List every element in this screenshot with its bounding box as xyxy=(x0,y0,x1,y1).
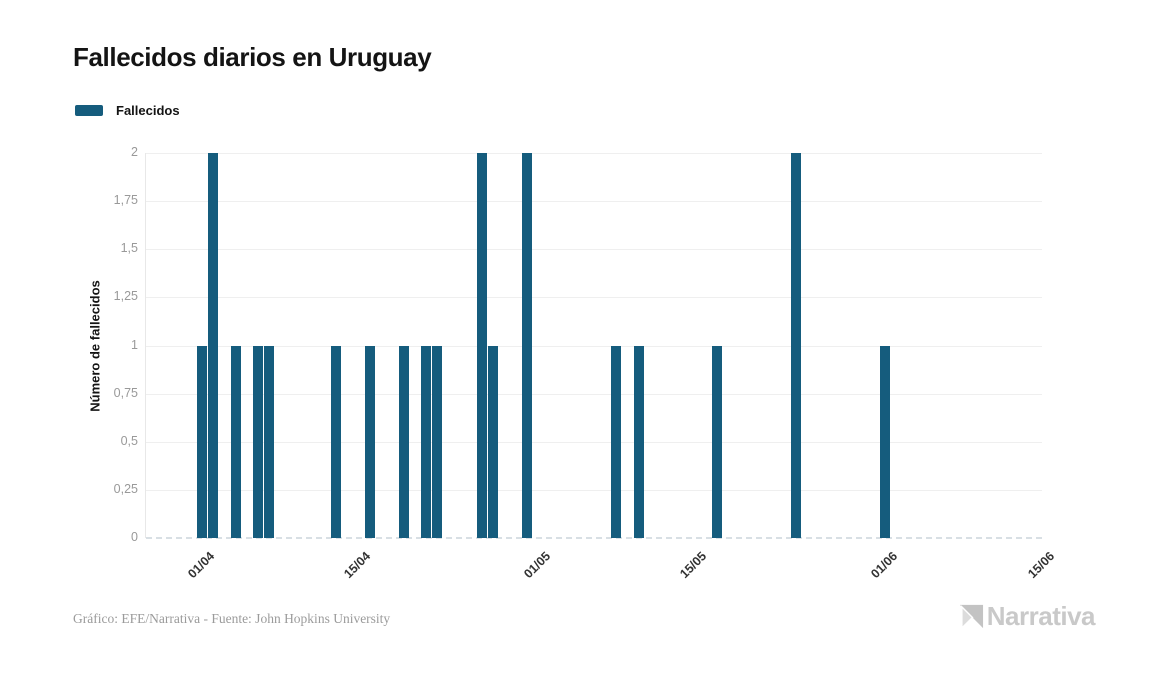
y-gridline xyxy=(146,153,1042,154)
x-axis-zero-line xyxy=(146,537,1042,539)
bar-20-04[interactable] xyxy=(398,345,409,538)
chart-title: Fallecidos diarios en Uruguay xyxy=(73,42,432,72)
source-credit: Gráfico: EFE/Narrativa - Fuente: John Ho… xyxy=(73,611,391,626)
x-axis-tick-label: 15/04 xyxy=(341,549,374,582)
bar-28-04[interactable] xyxy=(488,345,499,538)
y-gridline xyxy=(146,201,1042,203)
bar-22-04[interactable] xyxy=(421,345,431,538)
y-axis-tick-label: 2 xyxy=(131,145,138,159)
narrativa-logo-text: Narrativa xyxy=(986,601,1096,631)
bar-27-04[interactable] xyxy=(477,153,487,538)
y-axis-tick-label: 0 xyxy=(131,530,138,544)
narrativa-logo-icon xyxy=(959,604,983,630)
bar-09-05[interactable] xyxy=(611,345,622,538)
legend-item-fallecidos[interactable]: Fallecidos xyxy=(75,103,180,118)
bar-14-04[interactable] xyxy=(331,345,342,538)
bar-08-04[interactable] xyxy=(264,345,275,538)
x-axis-tick-label: 01/05 xyxy=(520,549,553,582)
y-axis-tick-label: 1 xyxy=(131,337,138,352)
y-axis-tick-label: 1,75 xyxy=(113,193,138,208)
legend-swatch xyxy=(75,105,103,116)
bar-11-05[interactable] xyxy=(633,345,644,538)
y-axis-line xyxy=(145,153,146,538)
y-axis-tick-label: 1,25 xyxy=(113,289,138,304)
bar-23-04[interactable] xyxy=(432,345,443,538)
bar-02-06[interactable] xyxy=(880,345,891,538)
y-gridline xyxy=(146,489,1042,491)
y-axis-tick-label: 1,5 xyxy=(120,241,138,256)
bar-01-05[interactable] xyxy=(521,153,532,538)
bar-07-04[interactable] xyxy=(253,345,263,538)
bar-03-04[interactable] xyxy=(208,153,219,538)
x-axis-tick-label: 01/04 xyxy=(184,549,217,582)
y-axis-tick-label: 0,75 xyxy=(113,385,138,400)
bar-17-04[interactable] xyxy=(365,345,375,538)
bar-25-05[interactable] xyxy=(790,153,801,538)
bar-05-04[interactable] xyxy=(230,345,241,538)
x-axis-tick-label: 15/05 xyxy=(677,549,710,582)
narrativa-logo: Narrativa xyxy=(958,601,1096,632)
y-gridline xyxy=(146,249,1042,251)
legend-label: Fallecidos xyxy=(116,103,180,118)
bar-18-05[interactable] xyxy=(712,345,723,538)
bar-02-04[interactable] xyxy=(197,345,207,538)
y-axis-tick-label: 0,25 xyxy=(113,481,138,496)
y-gridline xyxy=(146,297,1042,299)
y-axis-tick-label: 0,5 xyxy=(120,433,138,448)
y-gridline xyxy=(146,345,1042,347)
y-gridline xyxy=(146,441,1042,443)
y-gridline xyxy=(146,393,1042,395)
x-axis-tick-label: 01/06 xyxy=(867,549,900,582)
x-axis-tick-label: 15/06 xyxy=(1024,549,1057,582)
